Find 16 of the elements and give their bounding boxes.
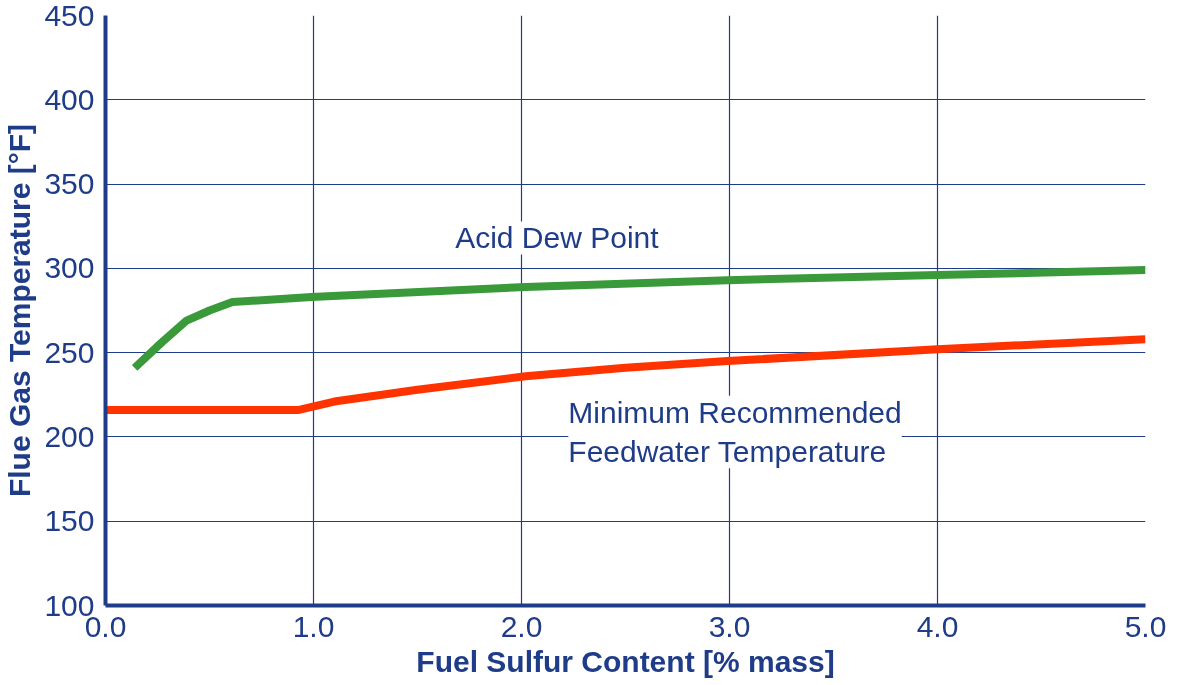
annotation: Minimum Recommended Feedwater Temperature [568,395,902,469]
x-tick-label: 5.0 [1124,609,1167,643]
x-tick-label: 4.0 [916,609,959,643]
y-tick-label: 350 [44,167,95,201]
y-tick-label: 150 [44,504,95,538]
y-tick-label: 400 [44,82,95,116]
y-tick-label: 200 [44,419,95,453]
x-tick-label: 2.0 [500,609,543,643]
x-tick-label: 1.0 [292,609,335,643]
y-tick-label: 250 [44,335,95,369]
y-tick-label: 450 [44,0,95,32]
x-axis-title: Fuel Sulfur Content [% mass] [416,644,835,678]
x-tick-label: 3.0 [708,609,751,643]
annotation: Acid Dew Point [455,221,660,255]
y-tick-label: 300 [44,251,95,285]
y-axis-title: Flue Gas Temperature [°F] [3,123,37,498]
